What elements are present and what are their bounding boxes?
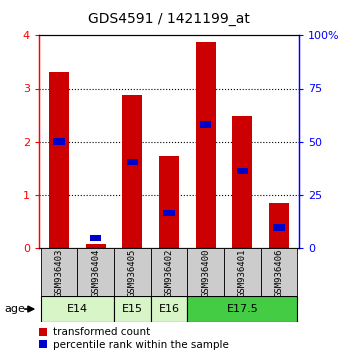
Legend: transformed count, percentile rank within the sample: transformed count, percentile rank withi… [39,327,228,350]
Bar [261,248,297,296]
Text: GSM936406: GSM936406 [274,249,284,297]
Text: E14: E14 [67,304,88,314]
Bar [196,42,216,248]
Bar [86,244,106,248]
Text: E16: E16 [159,304,179,314]
Text: GSM936402: GSM936402 [165,249,173,297]
Bar [127,159,138,165]
Text: GSM936400: GSM936400 [201,249,210,297]
Bar [269,202,289,248]
Bar [200,121,211,128]
Bar [224,248,261,296]
Bar [53,138,65,145]
Bar [232,116,252,248]
Bar [237,168,248,174]
Bar [122,96,142,248]
Text: E15: E15 [122,304,143,314]
Bar [273,224,285,231]
Bar [41,296,114,322]
Bar [114,248,151,296]
Bar [164,210,174,216]
Text: E17.5: E17.5 [226,304,258,314]
Bar [159,156,179,248]
Bar [151,248,187,296]
Bar [151,296,187,322]
Text: GSM936401: GSM936401 [238,249,247,297]
Bar [49,72,69,248]
Text: GSM936405: GSM936405 [128,249,137,297]
Text: age: age [4,304,25,314]
Text: GSM936403: GSM936403 [54,249,64,297]
Bar [187,296,297,322]
Text: GDS4591 / 1421199_at: GDS4591 / 1421199_at [88,12,250,27]
Bar [77,248,114,296]
Bar [114,296,151,322]
Bar [187,248,224,296]
Bar [90,235,101,241]
Text: GSM936404: GSM936404 [91,249,100,297]
Bar [41,248,77,296]
